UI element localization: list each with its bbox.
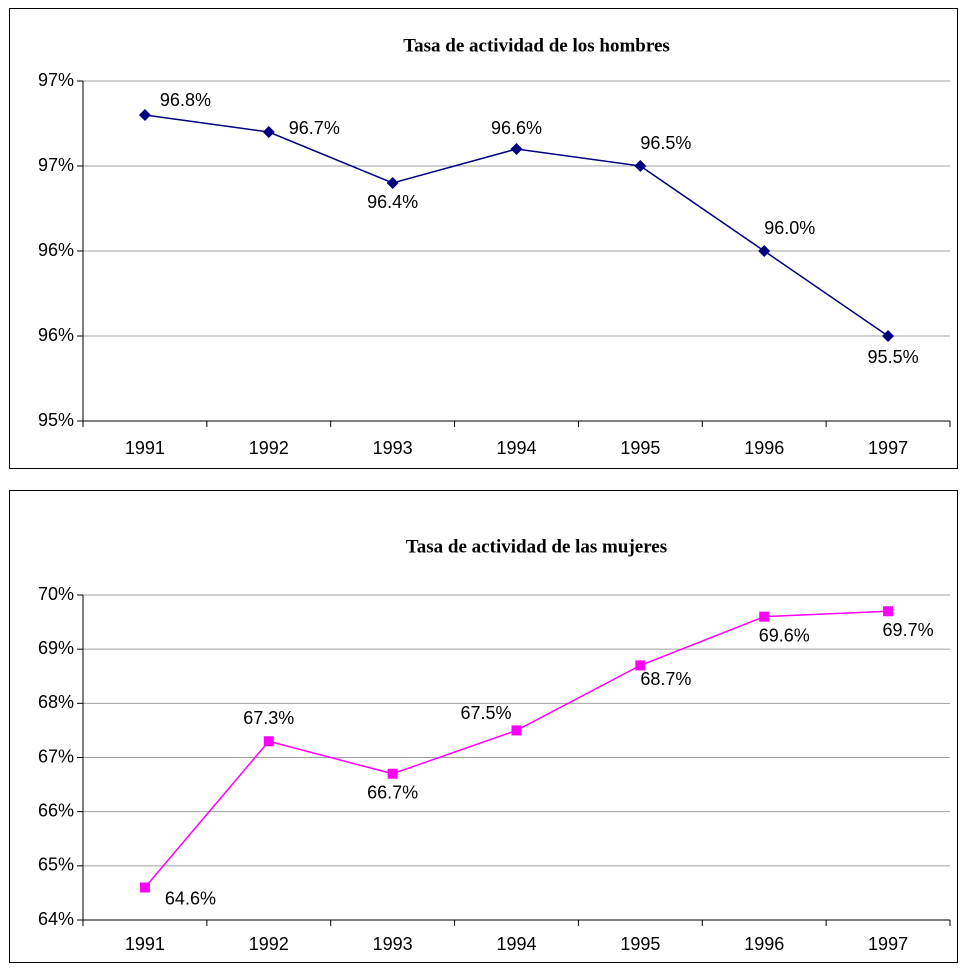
x-tick-label: 1997	[868, 934, 908, 954]
x-tick-label: 1992	[249, 438, 289, 458]
data-label: 67.5%	[460, 703, 511, 723]
x-tick-label: 1996	[744, 438, 784, 458]
marker	[758, 245, 771, 257]
marker	[262, 126, 275, 138]
marker	[759, 611, 770, 622]
marker	[387, 768, 398, 779]
data-label: 96.4%	[367, 192, 418, 212]
marker	[634, 160, 647, 172]
y-tick-label: 70%	[38, 584, 74, 604]
data-label: 69.7%	[883, 620, 934, 640]
y-tick-label: 64%	[38, 909, 74, 929]
data-label: 96.5%	[640, 133, 691, 153]
y-tick-label: 69%	[38, 638, 74, 658]
x-tick-label: 1992	[249, 934, 289, 954]
x-tick-label: 1993	[373, 438, 413, 458]
data-label: 96.0%	[764, 218, 815, 238]
data-label: 66.7%	[367, 783, 418, 803]
y-tick-label: 96%	[38, 325, 74, 345]
data-label: 96.8%	[160, 90, 211, 110]
chart-frame	[9, 490, 958, 963]
chart-title: Tasa de actividad de los hombres	[403, 35, 670, 56]
x-tick-label: 1991	[125, 438, 165, 458]
marker	[138, 109, 151, 121]
x-tick-label: 1997	[868, 438, 908, 458]
y-tick-label: 68%	[38, 692, 74, 712]
marker	[139, 882, 150, 893]
x-tick-label: 1991	[125, 934, 165, 954]
chart-title: Tasa de actividad de las mujeres	[406, 536, 667, 557]
data-label: 95.5%	[868, 347, 919, 367]
marker	[883, 606, 894, 617]
marker	[635, 660, 646, 671]
y-tick-label: 97%	[38, 70, 74, 90]
chart-frame	[9, 8, 958, 469]
y-tick-label: 67%	[38, 746, 74, 766]
y-tick-label: 96%	[38, 240, 74, 260]
y-tick-label: 95%	[38, 410, 74, 430]
x-tick-label: 1993	[373, 934, 413, 954]
marker	[511, 725, 522, 736]
data-label: 67.3%	[243, 708, 294, 728]
marker	[263, 736, 274, 747]
data-label: 68.7%	[640, 669, 691, 689]
y-tick-label: 66%	[38, 800, 74, 820]
y-tick-label: 97%	[38, 155, 74, 175]
x-tick-label: 1995	[620, 934, 660, 954]
data-label: 96.6%	[491, 118, 542, 138]
data-label: 69.6%	[759, 625, 810, 645]
y-tick-label: 65%	[38, 855, 74, 875]
x-tick-label: 1995	[620, 438, 660, 458]
data-label: 64.6%	[165, 888, 216, 908]
marker	[882, 330, 895, 342]
x-tick-label: 1994	[496, 934, 536, 954]
x-tick-label: 1994	[496, 438, 536, 458]
data-label: 96.7%	[289, 118, 340, 138]
x-tick-label: 1996	[744, 934, 784, 954]
marker	[510, 143, 523, 155]
marker	[386, 177, 399, 189]
